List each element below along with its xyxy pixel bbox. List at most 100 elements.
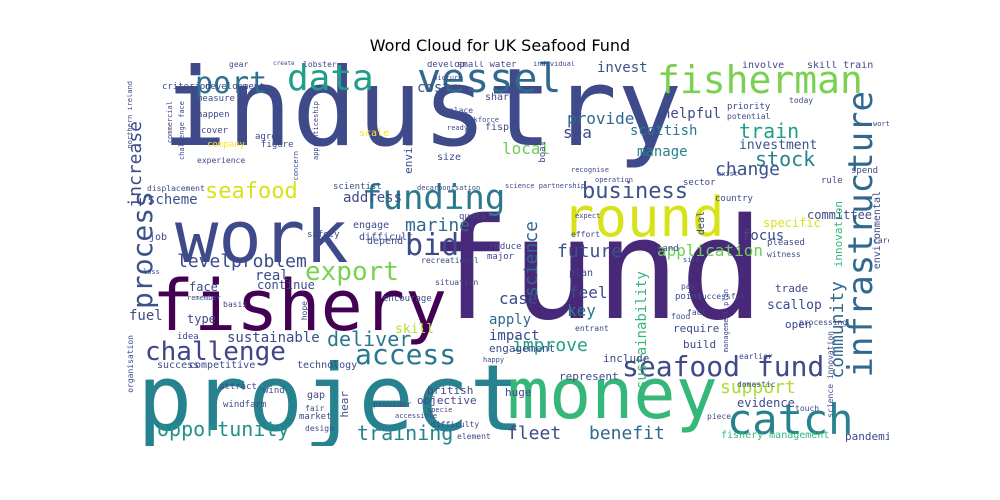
- cloud-word: engagement: [489, 342, 556, 355]
- cloud-word: spend: [851, 166, 879, 176]
- cloud-word: scallop: [767, 298, 822, 313]
- cloud-word: major: [487, 252, 515, 262]
- cloud-word: engage: [353, 220, 390, 231]
- cloud-word: continue: [257, 278, 315, 292]
- cloud-word: support: [720, 377, 796, 398]
- cloud-word: windfarm: [223, 400, 267, 410]
- cloud-word: fishery management: [721, 430, 830, 441]
- cloud-word: opportunity: [157, 417, 290, 441]
- cloud-word: agree: [255, 132, 283, 142]
- cloud-word: point: [675, 292, 703, 302]
- cloud-word: future: [557, 241, 623, 262]
- cloud-word: open: [785, 318, 812, 331]
- cloud-word: process: [127, 191, 159, 310]
- cloud-word: rule: [821, 176, 843, 186]
- cloud-word: application: [657, 241, 763, 260]
- cloud-word: deliver: [327, 327, 412, 351]
- cloud-word: share: [485, 92, 516, 103]
- cloud-word: face: [189, 280, 218, 294]
- cloud-word: touch: [795, 404, 820, 413]
- cloud-word: apprenticeship: [312, 101, 320, 161]
- cloud-word: hear: [338, 391, 351, 418]
- cloud-word: expect: [575, 212, 601, 220]
- cloud-word: investment: [739, 138, 818, 153]
- cloud-word: happy: [483, 356, 505, 364]
- cloud-word: commercial: [166, 101, 174, 144]
- cloud-word: concern: [292, 151, 300, 181]
- cloud-word: food: [671, 312, 691, 321]
- cloud-word: land: [657, 244, 679, 254]
- cloud-word: type: [187, 312, 216, 326]
- cloud-word: specie: [427, 406, 453, 414]
- cloud-word: include: [603, 352, 650, 365]
- cloud-word: science: [521, 221, 542, 297]
- cloud-word: safety: [307, 230, 340, 240]
- cloud-word: impact: [489, 328, 540, 344]
- cloud-word: today: [789, 96, 814, 105]
- cloud-word: build: [683, 338, 717, 351]
- cloud-word: plan: [569, 268, 594, 279]
- cloud-word: innovation: [832, 201, 845, 268]
- cloud-word: sustainability: [634, 271, 650, 390]
- cloud-word: element: [457, 432, 491, 441]
- cloud-word: helpful: [662, 106, 722, 122]
- cloud-word: success: [157, 360, 200, 371]
- cloud-word: scottish: [630, 123, 698, 139]
- cloud-word: provide: [567, 109, 635, 128]
- cloud-word: career: [873, 236, 889, 245]
- cloud-word: accessible: [395, 412, 438, 420]
- cloud-word: criterion: [162, 82, 211, 92]
- cloud-word: recognise: [571, 166, 609, 174]
- cloud-word: project: [137, 345, 525, 446]
- cloud-word: ready: [447, 124, 469, 132]
- cloud-word: train: [739, 119, 800, 143]
- cloud-word: gap: [307, 390, 326, 401]
- cloud-word: northern ireland: [127, 81, 134, 149]
- cloud-word: environmental: [872, 191, 883, 270]
- cloud-word: invest: [597, 61, 648, 76]
- cloud-word: country: [715, 194, 753, 204]
- cloud-word: evidence: [737, 396, 795, 410]
- cloud-word: apply: [489, 312, 532, 328]
- cloud-word: fair: [305, 404, 325, 413]
- cloud-word: reduce: [489, 242, 522, 252]
- cloud-word: job: [149, 232, 168, 243]
- cloud-word: skill: [395, 322, 435, 337]
- cloud-word: business: [582, 179, 688, 204]
- cloud-word: develop: [427, 61, 465, 70]
- cloud-word: work: [175, 195, 349, 279]
- cloud-word: marine: [405, 215, 471, 236]
- cloud-word: case: [499, 289, 538, 308]
- cloud-word: science innovation: [826, 331, 835, 418]
- cloud-word: port: [195, 66, 268, 101]
- cloud-word: loss: [143, 268, 160, 276]
- cloud-word: management plan: [722, 289, 730, 353]
- cloud-word: exist: [717, 170, 739, 178]
- cloud-word: idea: [177, 332, 199, 342]
- cloud-word: fact: [687, 308, 707, 317]
- cloud-word: measure: [197, 94, 235, 104]
- cloud-word: site: [683, 256, 700, 264]
- cloud-word: local: [502, 139, 551, 158]
- cloud-word: seafood: [205, 179, 298, 204]
- cloud-word: level: [177, 251, 232, 272]
- cloud-word: committee: [807, 208, 873, 222]
- cloud-word: represent: [559, 370, 619, 383]
- cloud-word: fleet: [507, 423, 562, 444]
- cloud-word: industry: [162, 61, 683, 171]
- cloud-word: experience: [197, 156, 246, 165]
- cloud-word: worth: [873, 120, 889, 128]
- cloud-word: key: [567, 301, 596, 320]
- cloud-word: decarbonisation: [417, 184, 481, 192]
- cloud-word: real: [255, 268, 289, 284]
- cloud-word: potential: [727, 112, 771, 121]
- cloud-word: market: [299, 412, 332, 422]
- cloud-word: lobster: [303, 61, 337, 69]
- cloud-word: competitive: [189, 360, 256, 371]
- cloud-word: fund: [427, 189, 765, 352]
- cloud-word: difficulty: [431, 420, 480, 429]
- cloud-word: design: [305, 424, 334, 433]
- cloud-word: remember: [187, 294, 221, 302]
- cloud-word: individual: [533, 61, 576, 68]
